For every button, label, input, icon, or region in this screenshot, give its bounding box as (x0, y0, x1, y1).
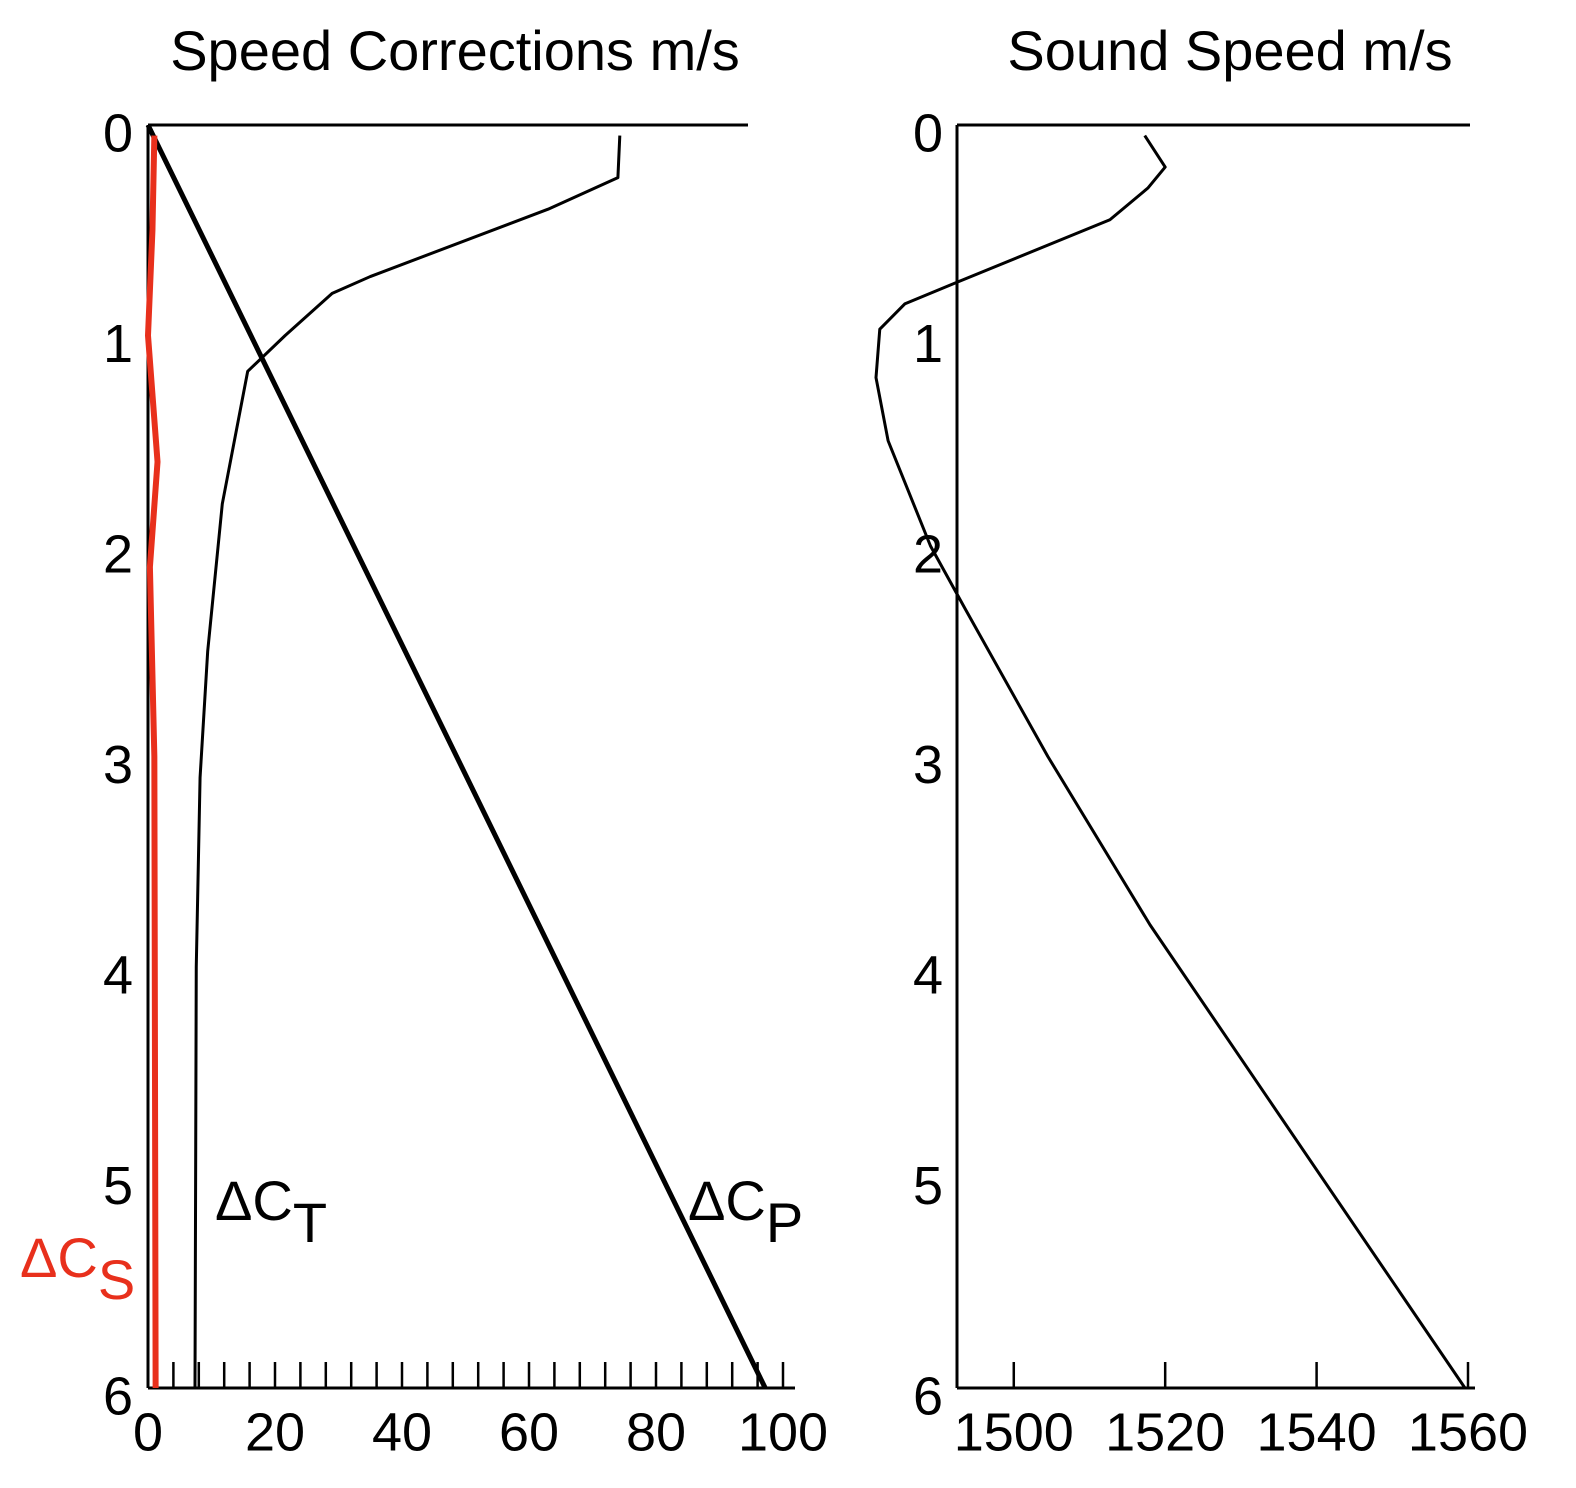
y-tick-label: 2 (913, 524, 943, 584)
y-tick-label: 4 (913, 945, 943, 1005)
y-tick-label: 6 (913, 1366, 943, 1426)
x-tick-label: 40 (372, 1402, 432, 1462)
y-tick-label: 5 (103, 1156, 133, 1216)
x-tick-label: 1540 (1257, 1402, 1377, 1462)
x-tick-label: 0 (133, 1402, 163, 1462)
series-label: ΔCP (688, 1169, 803, 1254)
y-tick-label: 4 (103, 945, 133, 1005)
x-tick-label: 100 (738, 1402, 828, 1462)
y-tick-label: 0 (103, 103, 133, 163)
y-tick-label: 5 (913, 1156, 943, 1216)
series-line (874, 134, 1467, 1389)
chart-title: Sound Speed m/s (1007, 19, 1452, 82)
series-label-main: ΔC (20, 1226, 98, 1289)
x-tick-label: 60 (499, 1402, 559, 1462)
y-tick-label: 6 (103, 1366, 133, 1426)
y-tick-label: 3 (103, 735, 133, 795)
x-tick-label: 1500 (954, 1402, 1074, 1462)
chart-title: Speed Corrections m/s (170, 19, 740, 82)
x-tick-label: 20 (245, 1402, 305, 1462)
y-tick-label: 3 (913, 735, 943, 795)
series-label-sub: T (293, 1191, 327, 1254)
series-label-sub: P (766, 1191, 803, 1254)
x-tick-label: 1560 (1408, 1402, 1528, 1462)
y-tick-label: 0 (913, 103, 943, 163)
series-label-main: ΔC (688, 1169, 766, 1232)
series-line (145, 123, 768, 1390)
series-label-sub: S (98, 1248, 135, 1311)
series-line (145, 135, 161, 1389)
y-tick-label: 2 (103, 524, 133, 584)
y-tick-label: 1 (913, 314, 943, 374)
x-tick-label: 1520 (1105, 1402, 1225, 1462)
y-tick-label: 1 (103, 314, 133, 374)
series-line (193, 135, 622, 1389)
x-tick-label: 80 (626, 1402, 686, 1462)
series-label: ΔCS (20, 1226, 135, 1311)
series-label: ΔCT (215, 1169, 327, 1254)
series-label-main: ΔC (215, 1169, 293, 1232)
